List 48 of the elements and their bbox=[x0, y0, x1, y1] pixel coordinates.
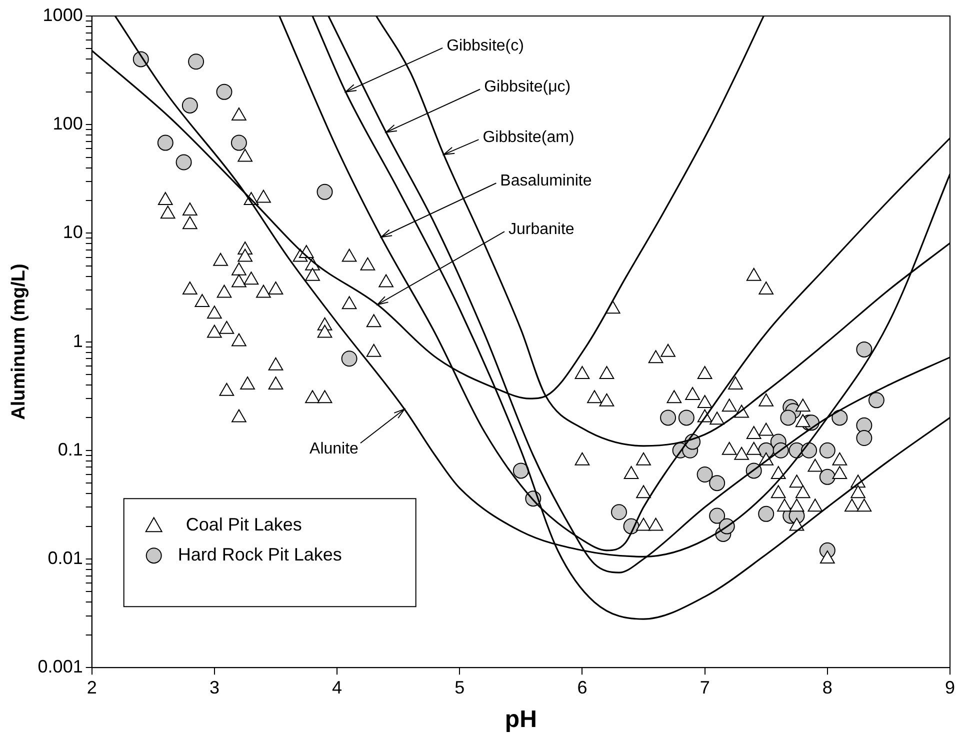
point bbox=[678, 410, 694, 426]
point bbox=[176, 154, 192, 170]
annotation: Gibbsite(μc) bbox=[484, 78, 571, 96]
y-tick-label: 0.1 bbox=[58, 439, 83, 460]
point bbox=[182, 97, 198, 114]
point bbox=[709, 475, 726, 492]
x-axis-title: pH bbox=[504, 706, 537, 734]
point bbox=[780, 410, 796, 426]
legend-label: Coal Pit Lakes bbox=[186, 514, 302, 535]
point bbox=[819, 442, 836, 458]
x-tick-label: 2 bbox=[86, 677, 97, 698]
point bbox=[856, 430, 872, 446]
x-tick-label: 3 bbox=[209, 677, 220, 698]
legend-label: Hard Rock Pit Lakes bbox=[178, 544, 342, 565]
annotation: Basaluminite bbox=[500, 172, 592, 190]
annotation: Jurbanite bbox=[508, 221, 574, 238]
x-tick-label: 5 bbox=[454, 677, 465, 698]
y-tick-label: 1000 bbox=[42, 4, 83, 25]
x-tick-label: 8 bbox=[822, 677, 832, 698]
point bbox=[696, 466, 713, 482]
point bbox=[157, 134, 174, 151]
annotation: Gibbsite(am) bbox=[482, 128, 574, 146]
point bbox=[216, 84, 232, 100]
y-tick-label: 1 bbox=[72, 330, 83, 351]
annotation: Alunite bbox=[310, 440, 359, 458]
x-tick-label: 7 bbox=[700, 677, 710, 698]
y-tick-label: 0.01 bbox=[48, 548, 83, 568]
x-tick-label: 4 bbox=[332, 677, 342, 698]
point bbox=[856, 341, 872, 358]
point bbox=[819, 468, 836, 485]
point bbox=[188, 54, 204, 70]
point bbox=[230, 134, 247, 151]
x-tick-label: 9 bbox=[944, 677, 956, 698]
point bbox=[709, 508, 726, 524]
y-tick-label: 10 bbox=[62, 222, 83, 242]
y-tick-label: 0.001 bbox=[38, 656, 83, 677]
y-axis-title: Aluminum (mg/L) bbox=[8, 264, 30, 420]
point bbox=[316, 184, 333, 200]
x-tick-label: 6 bbox=[577, 677, 588, 698]
y-tick-label: 100 bbox=[52, 114, 83, 134]
point bbox=[832, 410, 848, 426]
point bbox=[610, 504, 627, 520]
point bbox=[868, 392, 884, 408]
annotation: Gibbsite(c) bbox=[446, 37, 524, 54]
point bbox=[758, 506, 774, 522]
point bbox=[341, 350, 358, 367]
point bbox=[512, 462, 529, 479]
point bbox=[660, 410, 676, 426]
